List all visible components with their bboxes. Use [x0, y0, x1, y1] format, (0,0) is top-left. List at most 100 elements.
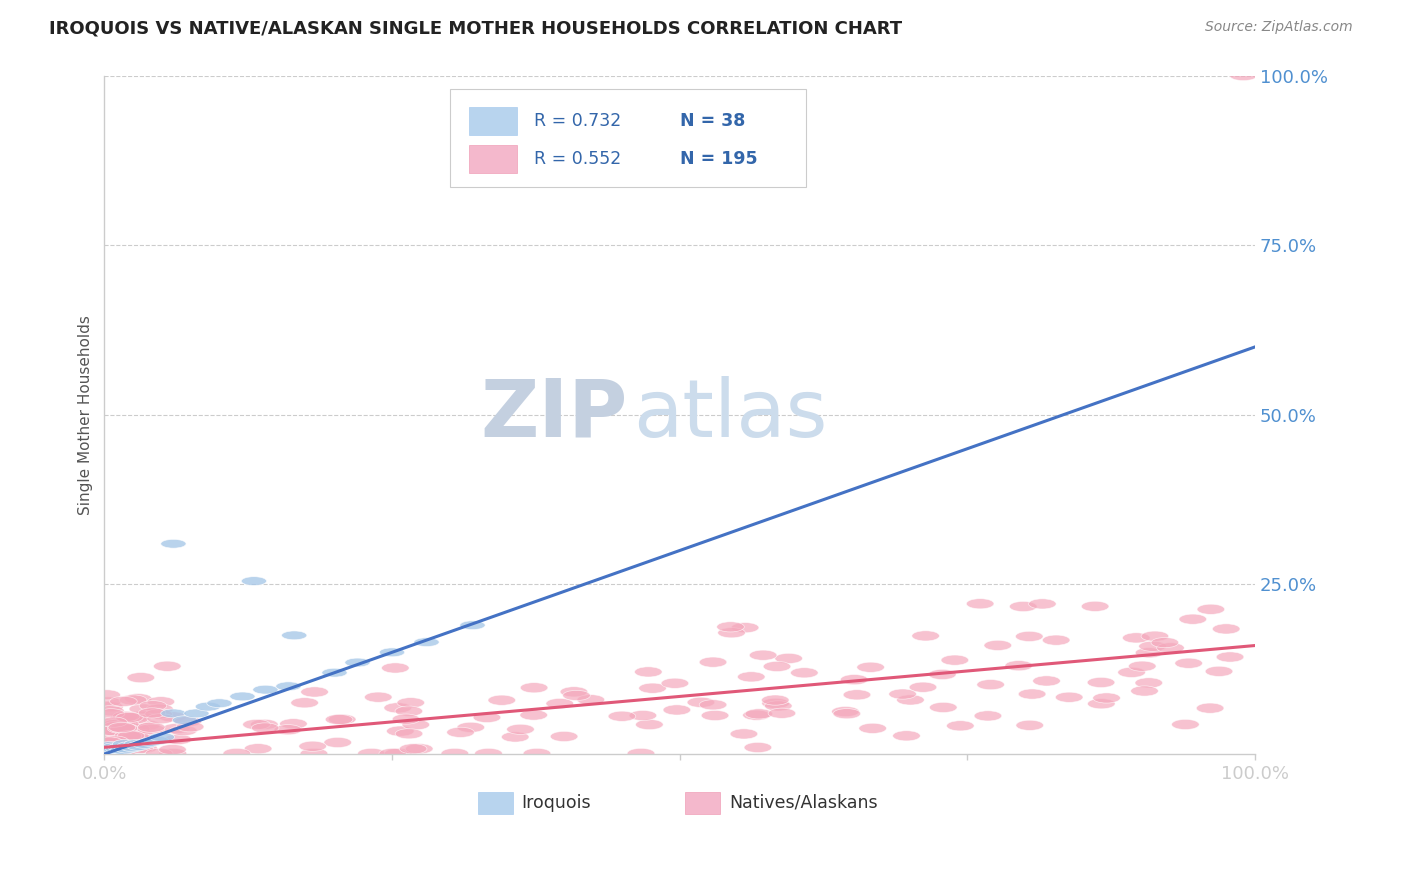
Ellipse shape [762, 698, 789, 708]
Ellipse shape [105, 744, 131, 753]
Ellipse shape [132, 720, 160, 731]
Ellipse shape [96, 737, 122, 747]
Ellipse shape [112, 711, 139, 722]
Ellipse shape [699, 657, 727, 667]
Bar [470, 145, 517, 172]
Ellipse shape [207, 698, 232, 707]
Ellipse shape [1129, 661, 1156, 672]
Ellipse shape [117, 731, 145, 741]
Ellipse shape [364, 692, 392, 702]
Ellipse shape [112, 724, 141, 734]
Ellipse shape [699, 699, 727, 710]
Ellipse shape [101, 743, 127, 752]
Ellipse shape [323, 738, 352, 747]
Ellipse shape [1130, 686, 1159, 696]
Ellipse shape [1139, 641, 1167, 651]
Ellipse shape [110, 746, 135, 755]
Ellipse shape [344, 658, 370, 667]
Ellipse shape [717, 622, 744, 632]
Ellipse shape [174, 716, 201, 727]
Ellipse shape [844, 690, 870, 700]
Bar [478, 792, 513, 814]
Ellipse shape [112, 739, 138, 748]
Ellipse shape [120, 739, 148, 749]
Ellipse shape [93, 723, 121, 734]
Ellipse shape [912, 631, 939, 641]
Ellipse shape [1142, 632, 1168, 641]
Ellipse shape [127, 673, 155, 682]
Ellipse shape [1197, 604, 1225, 615]
Ellipse shape [1175, 658, 1202, 668]
Ellipse shape [110, 737, 136, 747]
Ellipse shape [731, 623, 759, 632]
Ellipse shape [1087, 677, 1115, 688]
Ellipse shape [977, 680, 1004, 690]
Ellipse shape [1081, 601, 1109, 611]
Ellipse shape [380, 648, 405, 657]
Ellipse shape [98, 728, 125, 738]
Ellipse shape [1157, 643, 1184, 653]
Ellipse shape [124, 739, 149, 748]
Ellipse shape [763, 661, 790, 672]
Ellipse shape [910, 682, 936, 692]
Ellipse shape [103, 719, 129, 730]
Ellipse shape [108, 743, 134, 752]
Ellipse shape [1135, 678, 1163, 688]
Ellipse shape [250, 719, 278, 730]
Ellipse shape [790, 668, 818, 678]
Ellipse shape [474, 713, 501, 723]
Ellipse shape [576, 695, 605, 705]
Text: Natives/Alaskans: Natives/Alaskans [730, 794, 877, 812]
Ellipse shape [396, 698, 425, 708]
Ellipse shape [127, 741, 152, 750]
Ellipse shape [93, 690, 121, 700]
Ellipse shape [274, 724, 302, 735]
Ellipse shape [1205, 666, 1233, 676]
Ellipse shape [100, 717, 128, 727]
Ellipse shape [984, 640, 1011, 650]
Ellipse shape [738, 672, 765, 681]
Ellipse shape [96, 719, 122, 729]
Ellipse shape [291, 698, 318, 708]
Y-axis label: Single Mother Households: Single Mother Households [79, 315, 93, 515]
Ellipse shape [562, 690, 591, 700]
Ellipse shape [1171, 719, 1199, 730]
Ellipse shape [148, 697, 174, 706]
Ellipse shape [160, 709, 186, 718]
Ellipse shape [163, 723, 190, 733]
Ellipse shape [121, 731, 149, 741]
Ellipse shape [276, 681, 301, 690]
Ellipse shape [638, 683, 666, 693]
Ellipse shape [136, 724, 165, 734]
Ellipse shape [91, 738, 120, 747]
Text: N = 195: N = 195 [679, 150, 758, 168]
Ellipse shape [523, 748, 551, 758]
Ellipse shape [1042, 635, 1070, 645]
Text: ZIP: ZIP [481, 376, 628, 454]
Ellipse shape [859, 723, 886, 733]
Ellipse shape [688, 698, 714, 707]
Ellipse shape [664, 705, 690, 715]
Ellipse shape [702, 710, 728, 721]
Ellipse shape [546, 698, 574, 708]
Ellipse shape [115, 744, 141, 753]
Ellipse shape [96, 702, 124, 712]
Ellipse shape [125, 712, 153, 722]
Ellipse shape [242, 576, 267, 585]
Ellipse shape [457, 723, 485, 732]
Ellipse shape [100, 747, 125, 756]
Ellipse shape [506, 724, 534, 734]
Ellipse shape [1122, 632, 1150, 643]
Ellipse shape [634, 667, 662, 677]
Ellipse shape [1118, 667, 1146, 677]
Ellipse shape [101, 736, 128, 746]
Bar [470, 107, 517, 135]
Ellipse shape [1180, 614, 1206, 624]
Ellipse shape [627, 748, 655, 758]
Ellipse shape [329, 714, 356, 724]
Ellipse shape [153, 661, 181, 672]
Ellipse shape [1056, 692, 1083, 702]
Ellipse shape [1017, 720, 1043, 731]
Text: R = 0.732: R = 0.732 [533, 112, 621, 130]
Ellipse shape [946, 721, 974, 731]
